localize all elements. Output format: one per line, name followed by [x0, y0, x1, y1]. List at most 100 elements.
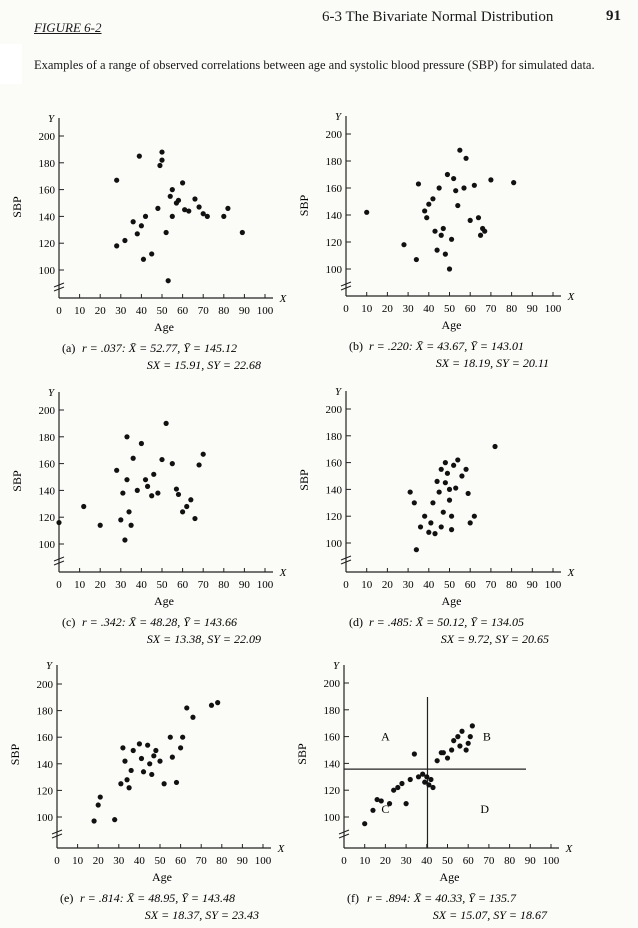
panel-f-data-point — [426, 782, 432, 788]
panel-d-xtick-label: 60 — [465, 579, 477, 591]
panel-e-data-point — [126, 785, 132, 791]
panel-e-axis-break — [51, 833, 63, 839]
panel-b-label: (b) — [349, 339, 363, 353]
panel-b-data-point — [426, 201, 432, 207]
panel-b-axis-break — [340, 285, 352, 291]
panel-a-data-point — [157, 162, 163, 169]
panel-f-ytick-label: 140 — [324, 758, 341, 770]
panel-f-data-point — [399, 780, 405, 787]
panel-a-data-point — [169, 187, 175, 193]
panel-e-data-point — [140, 769, 147, 775]
panel-d-xtick-label: 0 — [343, 579, 349, 591]
panel-e-data-point — [149, 771, 155, 778]
panel-e-data-point — [173, 779, 180, 786]
panel-f-ytick-label: 160 — [324, 732, 341, 744]
panel-a-xtick-label: 50 — [157, 305, 169, 317]
panel-a-ytick-label: 140 — [39, 211, 56, 223]
panel-d-xtick-label: 80 — [506, 579, 518, 591]
panel-f-data-point — [386, 801, 393, 807]
panel-c-x-letter: X — [279, 567, 288, 579]
panel-b-data-point — [488, 177, 494, 183]
panel-b-xtick-label: 50 — [444, 303, 456, 315]
panel-a-data-point — [114, 243, 120, 249]
panel-d-axis-break — [340, 555, 352, 561]
panel-b-data-point — [467, 217, 473, 223]
panel-d-data-point — [463, 466, 469, 472]
panel-a-xtick-label: 30 — [115, 305, 127, 317]
panel-a-data-point — [175, 197, 182, 203]
panel-e-data-point — [215, 700, 221, 706]
panel-c-data-point — [169, 461, 175, 467]
panel-a-xtick-label: 40 — [136, 305, 148, 317]
panel-d-data-point — [442, 480, 448, 486]
panel-c-data-point — [138, 440, 144, 447]
panel-b-data-point — [438, 232, 444, 238]
panel-b-data-point — [440, 225, 446, 232]
panel-b-xtick-label: 30 — [403, 303, 415, 315]
panel-a-ytick-label: 180 — [39, 158, 56, 170]
panel-c-ytick-label: 100 — [39, 539, 56, 551]
panel-f-data-point — [395, 784, 401, 791]
panel-b-data-point — [475, 215, 482, 221]
panel-f-xtick-label: 20 — [380, 855, 392, 867]
panel-d-data-point — [438, 466, 444, 472]
panel-f-data-point — [370, 807, 376, 813]
panel-d-data-point — [444, 470, 451, 476]
panel-d-data-point — [448, 513, 455, 519]
panel-c-data-point — [184, 503, 190, 510]
panel-f-quadrant-label-b: B — [483, 730, 491, 744]
panel-f-quadrant-label-d: D — [480, 802, 489, 816]
panel-c-data-point — [144, 483, 151, 489]
panel-c-label: (c) — [62, 615, 75, 629]
panel-d-xtick-label: 30 — [403, 579, 415, 591]
panel-d-ytick-label: 140 — [326, 484, 343, 496]
panel-f-data-point — [469, 723, 475, 729]
panel-a-xtick-label: 60 — [177, 305, 189, 317]
panel-c-y-letter: Y — [48, 387, 56, 399]
panel-a-data-point — [225, 205, 231, 211]
panel-a-xtick-label: 80 — [218, 305, 230, 317]
panel-d-xtick-label: 40 — [423, 579, 435, 591]
panel-f-xtick-label: 60 — [463, 855, 475, 867]
panel-d-data-point — [407, 489, 413, 495]
panel-e-label: (e) — [60, 891, 73, 905]
panel-c-xlabel: Age — [154, 594, 174, 608]
panel-c-ytick-label: 180 — [39, 432, 56, 444]
panel-c-xtick-label: 20 — [95, 579, 107, 591]
panel-f-xtick-label: 90 — [525, 855, 537, 867]
panel-d-ytick-label: 200 — [326, 404, 343, 416]
panel-e-data-point — [167, 734, 173, 740]
panel-d-ytick-label: 160 — [326, 458, 343, 470]
panel-f-data-point — [465, 740, 471, 746]
panel-f-ytick-label: 120 — [324, 785, 341, 797]
panel-a-data-point — [163, 229, 169, 236]
panel-c-ytick-label: 200 — [39, 405, 56, 417]
panel-b-ytick-label: 120 — [326, 237, 343, 249]
panel-a-data-point — [138, 223, 144, 229]
panel-c-data-point — [149, 493, 155, 499]
panel-e-data-point — [157, 758, 163, 764]
panel-b-ytick-label: 140 — [326, 210, 343, 222]
panel-d-data-point — [436, 489, 442, 495]
panel-e-stats-line1: r = .814: X̄ = 48.95, Ȳ = 143.48 — [80, 891, 235, 905]
panel-e-data-point — [91, 818, 97, 824]
panel-b-axis-break — [340, 281, 352, 287]
panel-f-xtick-label: 40 — [421, 855, 433, 867]
panel-e-data-point — [147, 761, 153, 767]
panel-a-data-point — [239, 229, 245, 236]
panel-e-data-point — [95, 802, 101, 808]
panel-a-data-point — [159, 157, 165, 163]
running-head: 6-3 The Bivariate Normal Distribution — [322, 9, 554, 25]
panel-b-data-point — [455, 202, 461, 209]
panel-e-data-point — [138, 755, 145, 762]
panel-e-ytick-label: 160 — [37, 732, 54, 744]
panel-c-data-point — [175, 491, 182, 498]
panel-e-data-point — [120, 745, 126, 751]
panel-c-data-point — [128, 522, 134, 528]
panel-b-data-point — [471, 182, 477, 188]
panel-a-xtick-label: 20 — [95, 305, 107, 317]
panel-d-data-point — [438, 524, 444, 530]
panel-e-ytick-label: 200 — [37, 679, 54, 691]
panel-c-data-point — [192, 515, 198, 522]
panel-d-x-letter: X — [567, 567, 576, 579]
